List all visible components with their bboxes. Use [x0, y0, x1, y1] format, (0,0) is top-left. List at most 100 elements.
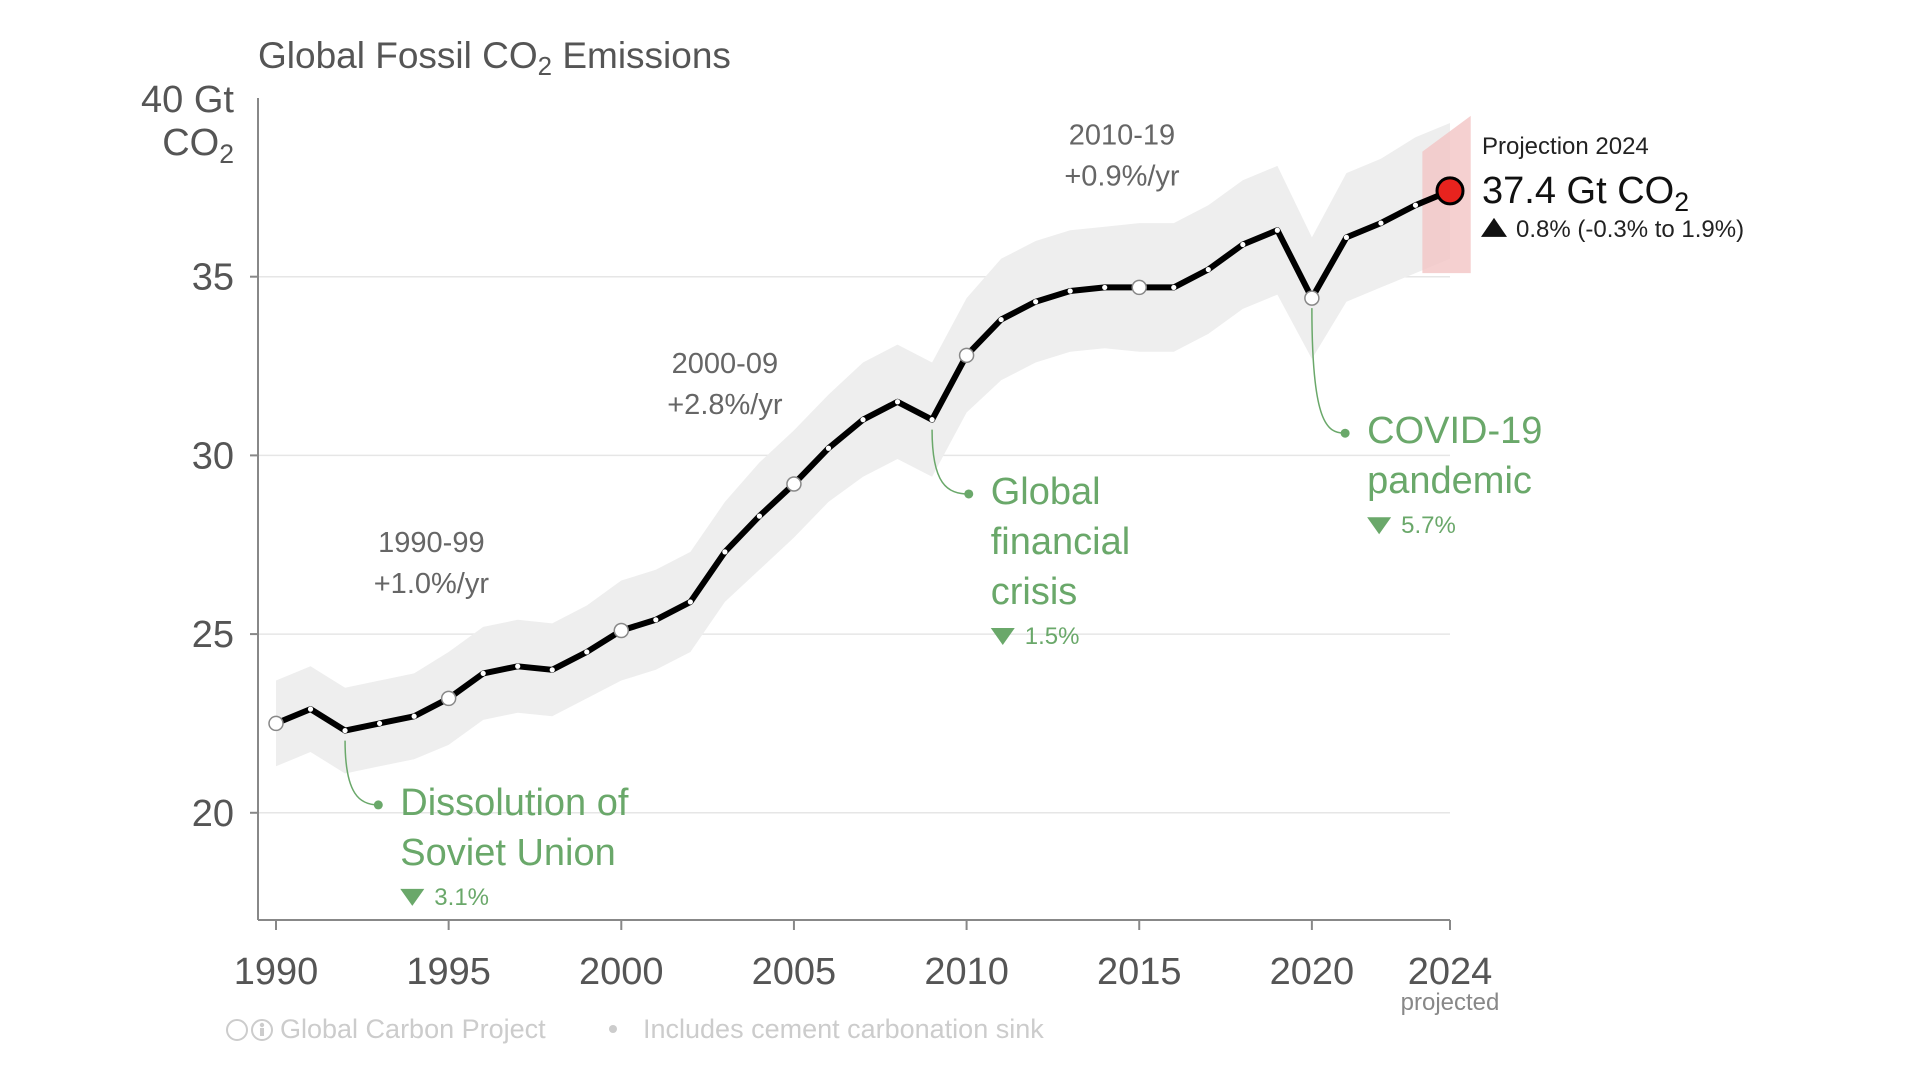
data-point [1240, 241, 1246, 248]
x-tick-label: 2000 [579, 951, 664, 993]
decade-annotation: 2010-19 +0.9%/yr [1064, 119, 1180, 192]
data-point [1171, 284, 1177, 291]
data-point [1205, 266, 1211, 273]
event-annotation: COVID-19 pandemic 5.7% [1311, 308, 1542, 539]
data-point [1033, 299, 1039, 305]
decade-period: 2010-19 [1069, 119, 1175, 151]
y-axis-unit-label: 40 Gt CO2 [141, 79, 234, 169]
data-point [549, 667, 555, 673]
y-axis-unit-line2: CO2 [162, 122, 234, 169]
uncertainty-band [276, 123, 1450, 774]
decade-rate: +1.0%/yr [374, 568, 490, 600]
data-point [687, 599, 693, 605]
data-point [515, 663, 521, 669]
data-point [376, 720, 383, 727]
creative-commons-icon [226, 1019, 273, 1041]
x-axis-ticks: 1990 1995 2000 2005 2010 2015 2020 2024projecte… [234, 920, 1500, 1016]
chart-title: Global Fossil CO2 Emissions [258, 35, 731, 81]
decade-annotation: 2000-09 +2.8%/yr [667, 348, 783, 421]
event-drop-value: 3.1% [434, 884, 489, 911]
x-tick-label: 1990 [234, 951, 319, 993]
x-tick-label: 2024 [1408, 951, 1493, 993]
footer-note: Includes cement carbonation sink [643, 1014, 1044, 1044]
data-point-open [1304, 290, 1320, 306]
decade-annotation: 1990-99 +1.0%/yr [374, 527, 490, 600]
data-point-open [268, 715, 284, 732]
y-tick-label: 25 [192, 614, 234, 656]
event-annotations: Dissolution of Soviet Union 3.1% Global fina… [344, 308, 1542, 911]
data-point [1067, 288, 1073, 294]
y-axis-unit-line1: 40 Gt [141, 79, 234, 121]
event-label-line: financial [991, 521, 1130, 563]
data-point [998, 316, 1004, 323]
data-point-open [958, 347, 975, 364]
event-label-line: Global [991, 471, 1101, 513]
event-annotation: Global financial crisis 1.5% [931, 429, 1130, 650]
event-leader-line [1311, 308, 1346, 434]
data-point [894, 399, 901, 405]
x-tick-label: 2010 [924, 951, 1009, 993]
footer-separator-dot [609, 1025, 617, 1033]
decade-rate: +0.9%/yr [1064, 160, 1180, 192]
event-leader-dot [1340, 428, 1350, 438]
uncertainty-band-area [276, 123, 1450, 774]
data-point [307, 706, 314, 712]
data-point [1412, 202, 1419, 208]
x-tick-label: 2020 [1270, 951, 1355, 993]
decade-growth-annotations: 1990-99 +1.0%/yr 2000-09 +2.8%/yr 2010-19 +0.… [374, 119, 1180, 599]
event-leader-line [344, 740, 379, 806]
data-point [1102, 284, 1108, 291]
down-triangle-icon [1367, 517, 1392, 535]
y-tick-label: 20 [192, 793, 234, 835]
event-label-line: Soviet Union [400, 832, 615, 874]
data-point-markers [268, 176, 1465, 734]
data-point [1274, 227, 1280, 233]
y-axis-ticks: 35 30 25 20 [192, 257, 258, 835]
data-point [653, 617, 659, 623]
down-triangle-icon [400, 888, 425, 906]
event-label-line: crisis [991, 571, 1078, 613]
event-annotation: Dissolution of Soviet Union 3.1% [344, 740, 629, 911]
down-triangle-icon [990, 627, 1015, 645]
data-point [860, 417, 866, 423]
event-label-line: COVID-19 [1367, 410, 1542, 452]
x-projected-label: projected [1401, 989, 1500, 1016]
event-label-line: Dissolution of [400, 782, 629, 824]
data-point-open [1131, 279, 1147, 296]
data-point [722, 549, 728, 555]
chart-footer: Global Carbon Project Includes cement ca… [226, 1014, 1044, 1044]
data-point-open [440, 690, 457, 707]
event-leader-dot [964, 489, 974, 499]
axes [257, 98, 1450, 921]
data-point [411, 713, 417, 719]
decade-period: 1990-99 [378, 527, 484, 559]
up-triangle-icon [1481, 217, 1507, 237]
projection-annotation: Projection 2024 37.4 Gt CO2 0.8% (-0.3% … [1481, 133, 1744, 243]
data-point [342, 727, 348, 734]
data-point [825, 445, 832, 451]
footer-source: Global Carbon Project [280, 1014, 546, 1044]
event-leader-line [931, 429, 969, 495]
y-tick-label: 35 [192, 257, 234, 299]
x-tick-label: 2015 [1097, 951, 1182, 993]
data-point [1343, 234, 1350, 240]
data-point [756, 513, 763, 519]
projection-value: 37.4 Gt CO2 [1482, 170, 1689, 217]
projection-change: 0.8% (-0.3% to 1.9%) [1516, 216, 1744, 243]
x-tick-label: 1995 [406, 951, 491, 993]
data-point [929, 417, 935, 423]
x-tick-label: 2005 [752, 951, 837, 993]
event-label-line: pandemic [1367, 460, 1532, 502]
data-point [584, 649, 590, 655]
data-point-open [786, 476, 802, 492]
data-point-open [613, 622, 630, 639]
event-drop-value: 1.5% [1025, 623, 1080, 650]
decade-rate: +2.8%/yr [667, 389, 783, 421]
projection-heading: Projection 2024 [1482, 133, 1649, 160]
projection-point [1435, 176, 1465, 206]
event-drop-value: 5.7% [1401, 512, 1456, 539]
data-point [480, 670, 486, 677]
data-point [1378, 220, 1384, 226]
